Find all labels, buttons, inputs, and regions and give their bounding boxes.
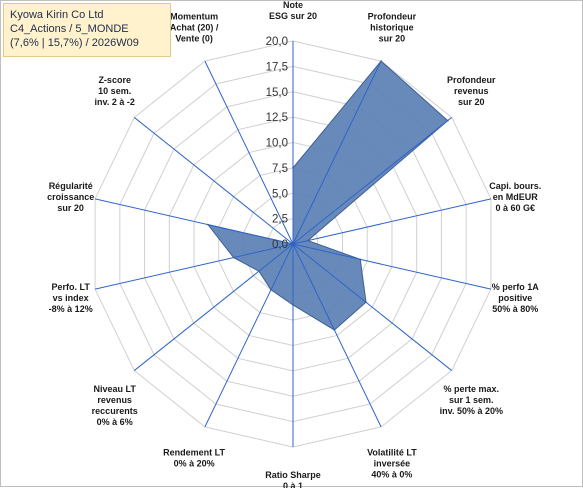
axis-label-6-line-0: Volatilité LT bbox=[367, 447, 417, 457]
data-point-3 bbox=[307, 239, 309, 242]
axis-label-11-line-1: croissance bbox=[47, 192, 94, 202]
axis-spoke-6 bbox=[292, 243, 382, 428]
axis-label-12-line-1: 10 sem. bbox=[98, 86, 131, 96]
axis-label-5: % perte max. sur 1 sem. inv. 50% à 20% bbox=[440, 384, 503, 416]
axis-label-13-line-1: Achat (20) / bbox=[170, 23, 219, 33]
axis-label-4-line-2: 50% à 80% bbox=[492, 304, 538, 314]
axis-spoke-5 bbox=[292, 243, 453, 371]
tick-label-7: 17,5 bbox=[266, 61, 288, 73]
data-point-13 bbox=[292, 243, 294, 245]
tick-label-1: 2,5 bbox=[272, 214, 288, 226]
data-point-5 bbox=[365, 301, 367, 304]
axis-label-3: Capi. bours. en MdEUR 0 à 60 G€ bbox=[489, 181, 541, 213]
axis-label-2-line-0: Profondeur bbox=[447, 75, 496, 85]
axis-label-1-line-1: historique bbox=[370, 23, 414, 33]
axis-label-8-line-0: Rendement LT bbox=[163, 447, 225, 457]
data-point-9 bbox=[258, 270, 260, 273]
axis-label-13-line-2: Vente (0) bbox=[175, 34, 213, 44]
axis-label-7: Ratio Sharpe 0 à 1 bbox=[265, 470, 321, 488]
axis-label-6-line-1: inversée bbox=[374, 458, 411, 468]
axis-label-11-line-0: Régularité bbox=[49, 181, 93, 191]
axis-label-3-line-0: Capi. bours. bbox=[489, 181, 541, 191]
axis-label-0: Note ESG sur 20 bbox=[269, 1, 317, 21]
axis-label-1-line-0: Profondeur bbox=[368, 12, 417, 22]
axis-label-4-line-1: positive bbox=[498, 293, 532, 303]
axis-label-9: Niveau LT revenus reccurents 0% à 6% bbox=[92, 384, 138, 427]
title-line-3: (7,6% | 15,7%) / 2026W09 bbox=[10, 37, 139, 49]
axis-label-0-line-1: ESG sur 20 bbox=[269, 11, 317, 21]
axis-spoke-11 bbox=[94, 198, 294, 245]
data-point-7 bbox=[292, 304, 294, 306]
axis-label-4-line-0: % perfo 1A bbox=[492, 282, 540, 292]
axis-label-2: Profondeur revenus sur 20 bbox=[447, 75, 496, 107]
axis-spoke-10 bbox=[94, 243, 294, 290]
axis-label-0-line-0: Note bbox=[283, 1, 303, 10]
tick-label-5: 12,5 bbox=[266, 112, 288, 124]
data-point-6 bbox=[333, 329, 336, 331]
axis-spoke-1 bbox=[292, 60, 382, 245]
title-line-1: Kyowa Kirin Co Ltd bbox=[10, 9, 104, 21]
axis-label-12-line-2: inv. 2 à -2 bbox=[95, 97, 135, 107]
data-point-4 bbox=[359, 258, 362, 261]
axis-label-5-line-2: inv. 50% à 20% bbox=[440, 406, 503, 416]
tick-label-8: 20,0 bbox=[266, 36, 288, 48]
axis-label-1: Profondeur historique sur 20 bbox=[368, 12, 417, 44]
axis-label-5-line-0: % perte max. bbox=[444, 384, 500, 394]
axis-label-8-line-1: 0% à 20% bbox=[174, 458, 215, 468]
axis-spoke-3 bbox=[292, 198, 492, 245]
axis-spoke-12 bbox=[133, 117, 294, 245]
axis-label-9-line-1: revenus bbox=[97, 395, 132, 405]
axis-label-3-line-1: en MdEUR bbox=[493, 192, 539, 202]
chart-title-box: Kyowa Kirin Co Ltd C4_Actions / 5_MONDE … bbox=[3, 3, 171, 57]
data-point-10 bbox=[232, 256, 235, 259]
tick-label-3: 7,5 bbox=[272, 163, 288, 175]
axis-label-1-line-2: sur 20 bbox=[379, 34, 406, 44]
tick-label-6: 15,0 bbox=[266, 87, 288, 99]
tick-label-0: 0,0 bbox=[272, 239, 288, 251]
axis-label-13-line-0: Momentum bbox=[170, 12, 218, 22]
data-point-1 bbox=[380, 60, 382, 62]
axis-spoke-9 bbox=[133, 243, 294, 371]
axis-label-13: Momentum Achat (20) / Vente (0) bbox=[170, 12, 219, 44]
axis-label-12: Z-score 10 sem. inv. 2 à -2 bbox=[95, 75, 135, 107]
axis-label-9-line-0: Niveau LT bbox=[94, 384, 137, 394]
axis-label-7-line-1: 0 à 1 bbox=[283, 481, 303, 488]
tick-label-2: 5,0 bbox=[272, 188, 288, 200]
axis-label-10-line-1: vs index bbox=[53, 293, 89, 303]
axis-label-10-line-2: -8% à 12% bbox=[49, 304, 93, 314]
axis-label-5-line-1: sur 1 sem. bbox=[449, 395, 494, 405]
axis-label-6-line-2: 40% à 0% bbox=[371, 469, 412, 479]
axis-spoke-2 bbox=[292, 117, 453, 245]
axis-label-2-line-2: sur 20 bbox=[458, 97, 485, 107]
axis-label-9-line-2: reccurents bbox=[92, 406, 138, 416]
data-point-11 bbox=[207, 223, 209, 226]
axis-label-12-line-0: Z-score bbox=[98, 75, 131, 85]
title-line-2: C4_Actions / 5_MONDE bbox=[10, 23, 129, 35]
axis-label-7-line-0: Ratio Sharpe bbox=[265, 470, 321, 480]
data-point-0 bbox=[292, 167, 294, 169]
series-area bbox=[206, 60, 449, 331]
axis-label-11-line-2: sur 20 bbox=[57, 203, 84, 213]
axis-label-2-line-1: revenus bbox=[454, 86, 489, 96]
axis-label-11: Régularité croissance sur 20 bbox=[47, 181, 94, 213]
axis-label-6: Volatilité LT inversée 40% à 0% bbox=[367, 447, 417, 479]
axis-spoke-4 bbox=[292, 243, 492, 290]
axis-label-9-line-3: 0% à 6% bbox=[97, 417, 133, 427]
axis-label-3-line-2: 0 à 60 G€ bbox=[496, 203, 536, 213]
axis-label-4: % perfo 1A positive 50% à 80% bbox=[492, 282, 540, 314]
data-point-2 bbox=[446, 119, 449, 122]
axis-spoke-13 bbox=[204, 60, 294, 245]
axis-spoke-8 bbox=[204, 243, 294, 428]
axis-label-10: Perfo. LT vs index -8% à 12% bbox=[49, 282, 93, 314]
axis-label-8: Rendement LT 0% à 20% bbox=[163, 447, 225, 468]
axis-label-10-line-0: Perfo. LT bbox=[52, 282, 91, 292]
data-point-8 bbox=[270, 288, 272, 291]
tick-label-4: 10,0 bbox=[266, 138, 288, 150]
